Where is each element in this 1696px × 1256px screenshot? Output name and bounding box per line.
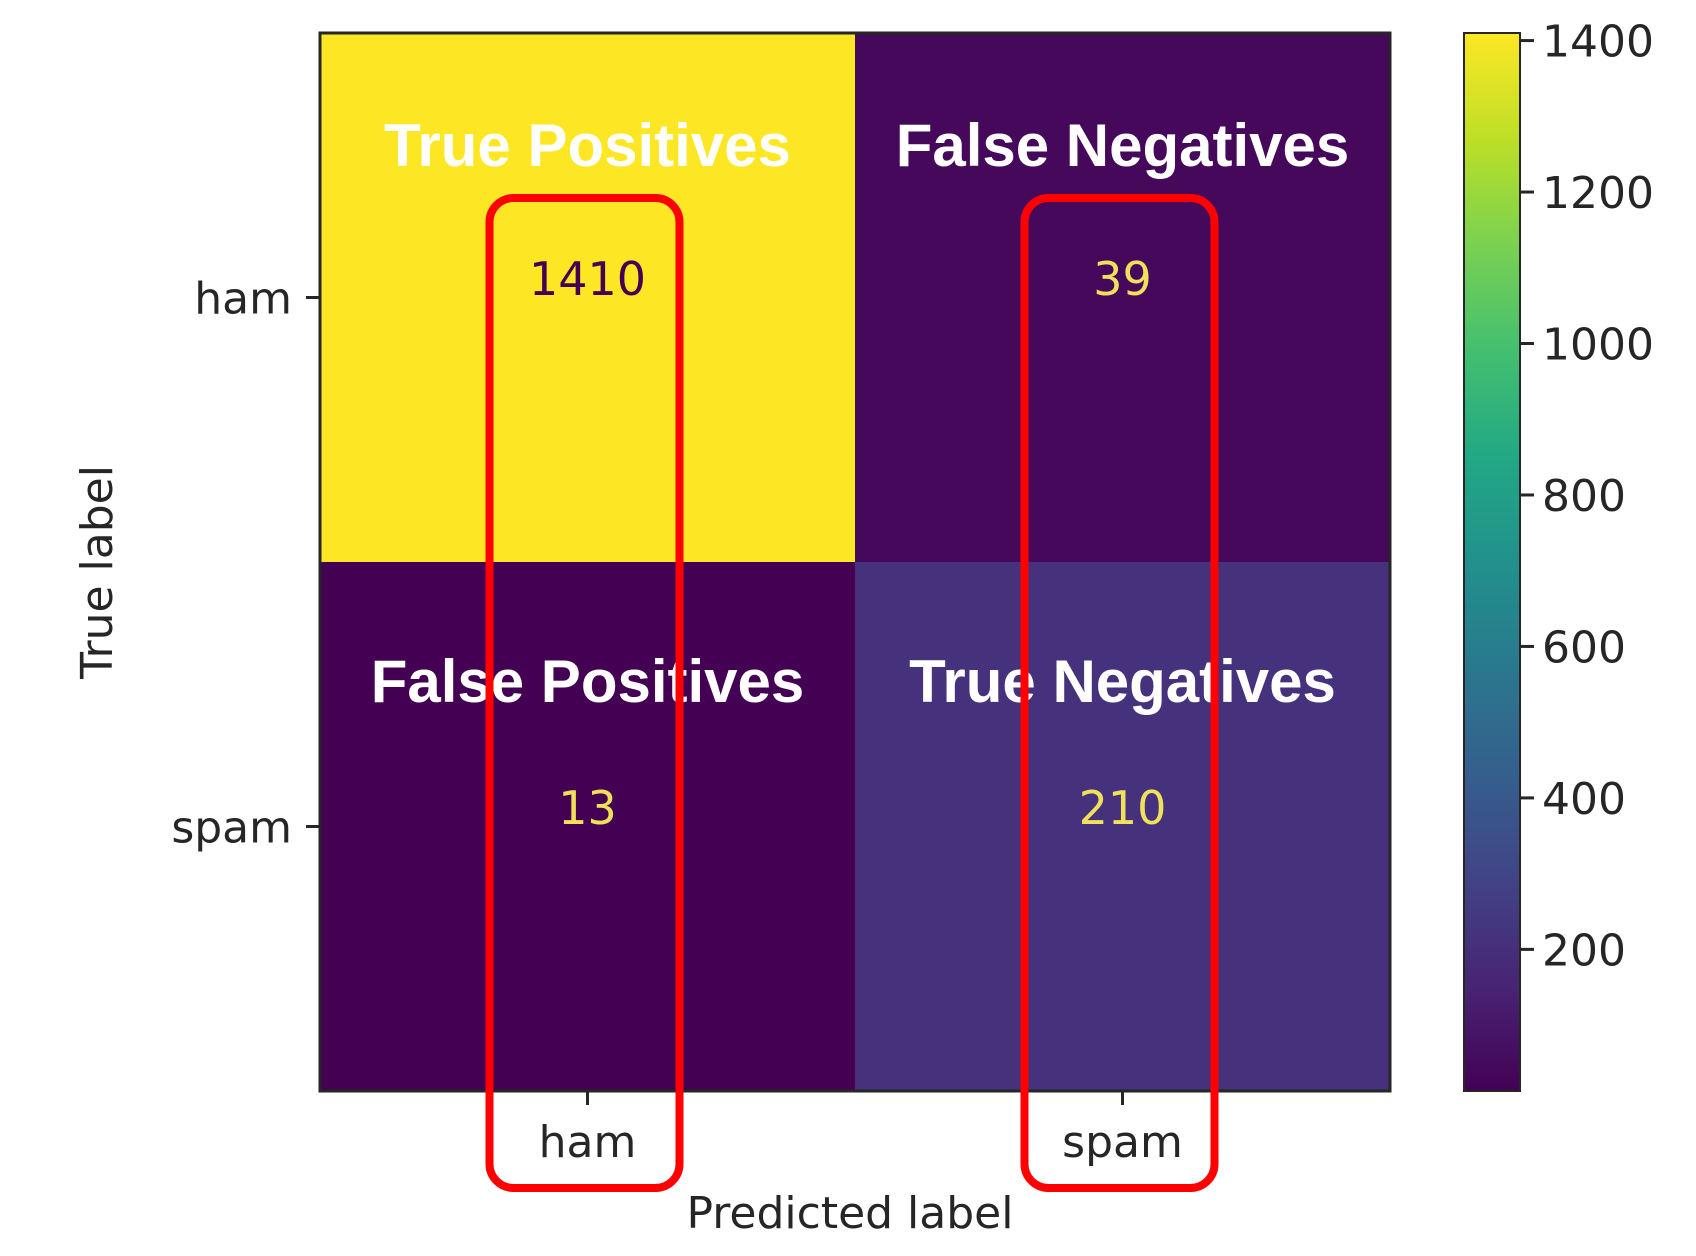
cell-values: 1410 39 13 210 [529,252,1166,835]
y-tick-label: spam [171,803,292,854]
cell-annotation-label: False Negatives [896,112,1350,179]
cell-spam-spam [855,562,1390,1091]
x-axis-title: Predicted label [687,1188,1014,1239]
cell-value-label: 1410 [529,252,646,306]
colorbar-ticks: 200 400 600 800 1000 1200 1400 [1520,17,1654,976]
highlight-box-ham [485,194,684,1192]
colorbar-tick-label: 1200 [1542,168,1654,219]
cell-value-label: 210 [1079,781,1167,835]
cell-ham-ham [320,33,855,562]
x-tick-label: spam [1062,1117,1183,1168]
cell-spam-ham [320,562,855,1091]
x-tick-label: ham [539,1117,637,1168]
heatmap-cells [320,33,1390,1091]
cell-ham-spam [855,33,1390,562]
colorbar-gradient [1463,32,1521,1092]
cell-value-label: 39 [1093,252,1152,306]
cell-annotations: True Positives False Negatives False Posit… [371,112,1350,715]
cell-annotation-label: False Positives [371,648,805,715]
colorbar-tick-label: 200 [1542,925,1626,976]
y-tick-label: ham [194,274,292,325]
colorbar-tick-label: 800 [1542,471,1626,522]
cell-value-label: 13 [558,781,617,835]
cell-annotation-label: True Positives [384,112,791,179]
cell-annotation-label: True Negatives [909,648,1336,715]
column-highlights [485,194,1219,1192]
y-axis-title: True label [72,465,123,680]
colorbar-tick-label: 400 [1542,774,1626,825]
colorbar: 200 400 600 800 1000 1200 1400 [1463,17,1654,1092]
x-axis: ham spam [539,1091,1183,1168]
plot-frame [318,31,1392,1093]
colorbar-tick-label: 600 [1542,622,1626,673]
colorbar-tick-label: 1400 [1542,17,1654,68]
highlight-box-spam [1020,194,1219,1192]
y-axis: ham spam [171,274,320,854]
colorbar-tick-label: 1000 [1542,320,1654,371]
